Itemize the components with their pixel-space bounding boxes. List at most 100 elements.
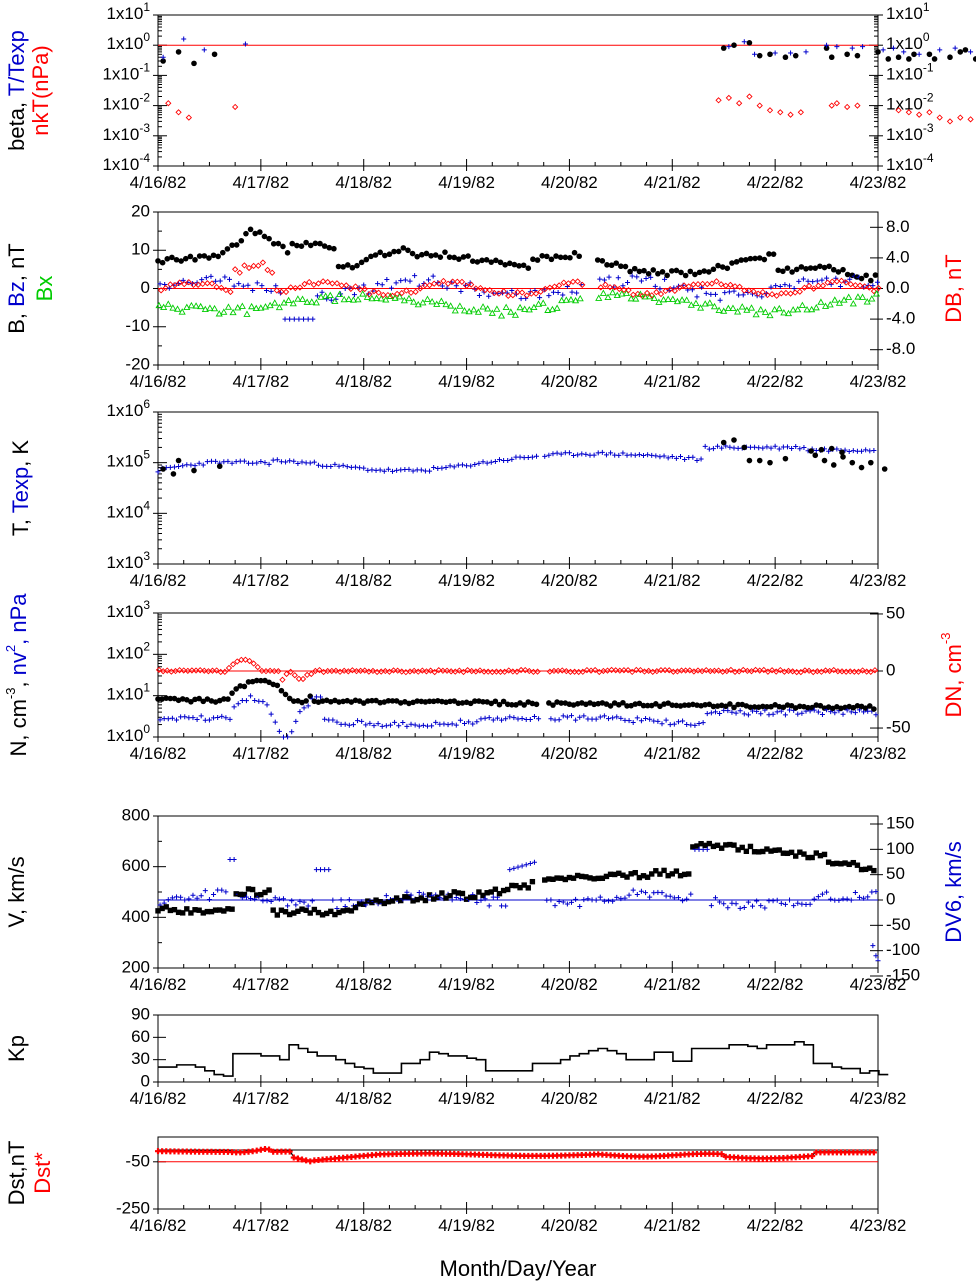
data-point xyxy=(634,891,640,897)
data-point xyxy=(280,896,286,902)
data-point xyxy=(865,894,871,900)
data-point xyxy=(793,668,800,676)
data-point xyxy=(488,700,495,707)
x-tick-label: 4/16/82 xyxy=(130,1216,187,1235)
data-point xyxy=(213,458,219,464)
y-tick-label: 20 xyxy=(131,201,150,220)
data-point xyxy=(850,448,856,454)
data-point xyxy=(717,297,723,303)
data-point xyxy=(871,667,879,674)
data-point xyxy=(849,299,857,307)
x-tick-label: 4/16/82 xyxy=(130,744,187,763)
data-point xyxy=(805,278,811,284)
data-point xyxy=(521,305,529,312)
data-point xyxy=(400,296,408,304)
data-point xyxy=(408,892,414,898)
data-point xyxy=(764,703,770,710)
data-point xyxy=(542,877,548,883)
data-point xyxy=(273,283,279,289)
data-point xyxy=(752,51,758,57)
data-point xyxy=(616,870,622,877)
data-point xyxy=(279,676,286,683)
data-point xyxy=(747,704,754,711)
data-point xyxy=(860,44,866,50)
data-point xyxy=(282,909,289,915)
data-point xyxy=(274,682,281,689)
data-point xyxy=(330,717,336,723)
data-point xyxy=(576,253,582,260)
data-point xyxy=(835,269,842,275)
data-point xyxy=(741,287,748,294)
data-point xyxy=(692,722,698,728)
data-point xyxy=(468,667,475,675)
data-point xyxy=(873,953,879,959)
data-point xyxy=(213,278,219,284)
data-point xyxy=(479,303,487,310)
data-point xyxy=(176,464,182,470)
data-point xyxy=(208,273,214,279)
data-point xyxy=(517,666,525,674)
data-point xyxy=(283,459,289,465)
data-point xyxy=(821,457,828,464)
data-point xyxy=(766,251,772,257)
data-point xyxy=(221,668,228,675)
data-point xyxy=(204,280,211,287)
data-point xyxy=(199,277,205,283)
data-point xyxy=(752,666,759,674)
data-point xyxy=(474,259,481,265)
data-point xyxy=(803,49,809,55)
data-point xyxy=(229,690,235,696)
data-point xyxy=(352,283,359,290)
data-point xyxy=(548,256,555,263)
data-point xyxy=(231,283,237,289)
data-point xyxy=(341,667,348,674)
data-point xyxy=(319,289,325,295)
data-point xyxy=(472,461,478,467)
data-point xyxy=(474,719,480,725)
data-point xyxy=(560,292,566,298)
data-point xyxy=(649,871,655,877)
data-point xyxy=(703,667,710,674)
data-point xyxy=(229,460,235,466)
data-point xyxy=(564,714,570,720)
data-point xyxy=(458,289,464,295)
data-point xyxy=(330,897,336,903)
data-point xyxy=(285,903,291,909)
data-point xyxy=(560,899,566,905)
x-tick-label: 4/21/82 xyxy=(644,1089,701,1108)
x-tick-label: 4/23/82 xyxy=(850,173,907,192)
data-point xyxy=(885,56,892,62)
plot-frame xyxy=(157,411,879,565)
data-point xyxy=(697,304,705,311)
data-point xyxy=(782,289,790,297)
data-point xyxy=(419,251,425,258)
data-point xyxy=(439,465,445,471)
data-point xyxy=(291,316,297,322)
data-point xyxy=(661,867,667,874)
data-point xyxy=(643,275,649,281)
data-point xyxy=(581,897,587,903)
data-point xyxy=(628,871,634,877)
data-point xyxy=(366,291,373,298)
data-point xyxy=(308,298,316,305)
data-point xyxy=(698,456,704,462)
data-point xyxy=(687,301,695,308)
data-point xyxy=(808,305,816,313)
data-point xyxy=(736,283,743,290)
data-point xyxy=(305,316,311,322)
data-point xyxy=(664,272,670,279)
data-point xyxy=(241,262,248,269)
data-point xyxy=(646,292,654,300)
data-point xyxy=(678,454,684,460)
data-point xyxy=(874,279,880,285)
dst-star-point xyxy=(266,1146,273,1153)
data-point xyxy=(192,463,198,469)
data-point xyxy=(245,282,251,288)
data-point xyxy=(625,280,631,286)
data-point xyxy=(274,457,280,463)
data-point xyxy=(496,890,503,897)
data-point xyxy=(613,260,620,266)
data-point xyxy=(550,702,556,708)
data-point xyxy=(718,281,725,288)
